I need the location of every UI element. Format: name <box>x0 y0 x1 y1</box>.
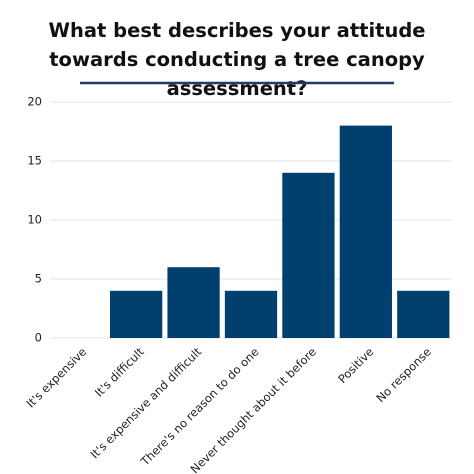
x-tick-label: Positive <box>335 345 376 386</box>
y-tick-label: 5 <box>35 272 42 286</box>
x-tick-label: It's expensive <box>23 345 89 411</box>
bar <box>167 267 220 338</box>
x-tick-label: No response <box>373 345 433 405</box>
bar <box>110 290 163 338</box>
y-tick-label: 15 <box>27 154 42 168</box>
y-tick-label: 10 <box>27 213 42 227</box>
x-tick-label: Never thought about it before <box>187 345 319 474</box>
x-tick-label: It's difficult <box>92 344 147 399</box>
bar <box>282 172 335 338</box>
x-tick-label: There's no reason to do one <box>137 345 261 469</box>
bar <box>224 290 278 338</box>
bar <box>339 125 392 338</box>
y-tick-label: 20 <box>27 95 42 109</box>
x-tick-label: It's expensive and difficult <box>87 344 204 461</box>
bar <box>397 290 450 338</box>
y-tick-label: 0 <box>35 331 42 345</box>
